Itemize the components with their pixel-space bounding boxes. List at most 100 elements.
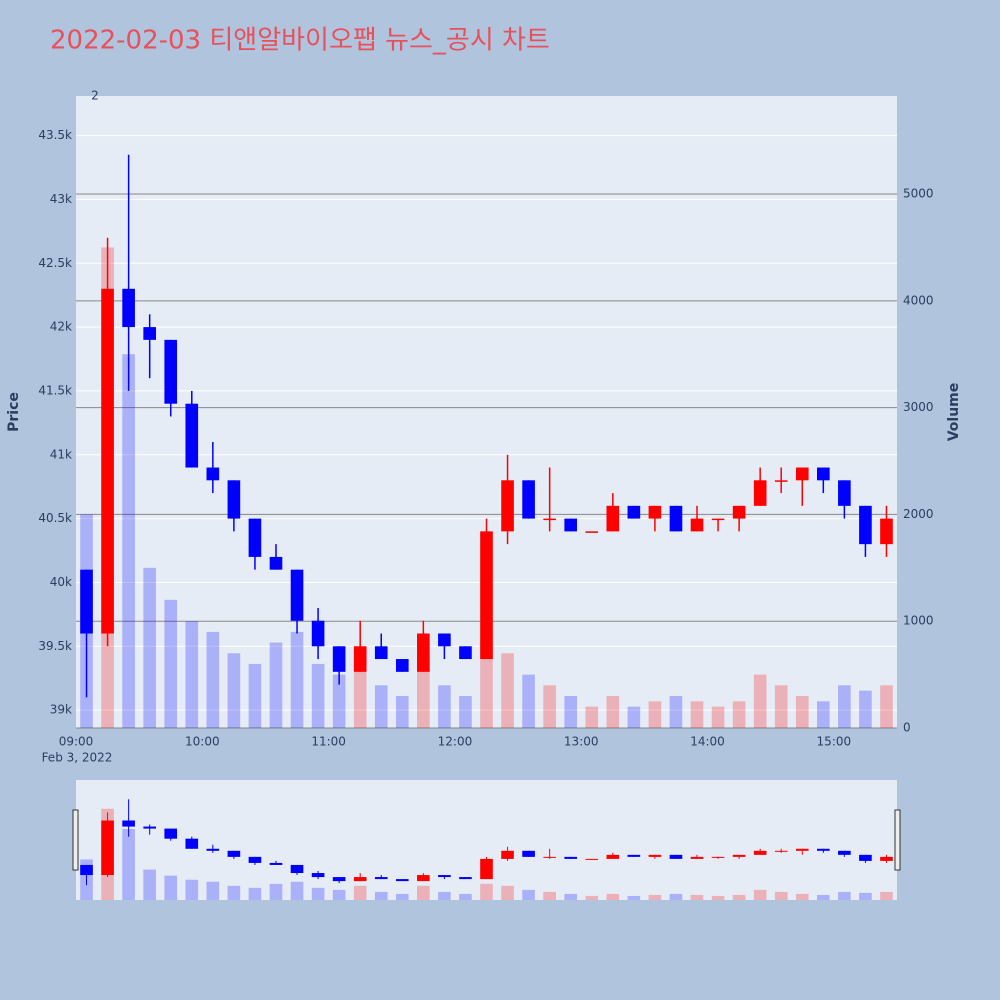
volume-bar (543, 685, 556, 728)
slider-volume-bar (585, 895, 599, 900)
slider-volume-bar (774, 891, 788, 900)
candle-body (206, 467, 220, 481)
slider-volume-bar (564, 893, 578, 900)
candle-body (732, 505, 746, 519)
slider-candle-body (732, 854, 746, 857)
y-tick-label: 42.5k (38, 256, 72, 270)
slider-volume-bar (795, 893, 809, 900)
x-tick-label: 09:00 (59, 735, 94, 749)
slider-volume-bar (143, 869, 156, 900)
slider-candle-body (585, 858, 599, 860)
slider-volume-bar (859, 892, 872, 900)
x-tick-label: 15:00 (817, 735, 852, 749)
slider-candle-body (838, 850, 851, 855)
range-slider[interactable] (76, 780, 897, 900)
slider-volume-bar (753, 889, 767, 900)
candle-body (606, 505, 620, 532)
slider-volume-bar (459, 893, 472, 900)
candle-body (753, 480, 767, 506)
volume-bar (711, 706, 725, 728)
x-tick-label: 11:00 (311, 735, 346, 749)
slider-volume-bar (838, 891, 851, 900)
candle-body (838, 480, 851, 506)
volume-bar (395, 695, 409, 728)
slider-candle-body (627, 854, 641, 857)
y2-tick-label: 1000 (903, 614, 934, 628)
slider-candle-body (859, 854, 872, 861)
y2-tick-label: 4000 (903, 293, 934, 307)
candle-body (164, 339, 178, 404)
slider-candle-body (311, 873, 325, 878)
slider-candle-body (753, 850, 767, 855)
slider-candle-body (185, 838, 199, 849)
slider-candle-body (669, 854, 683, 859)
volume-bar (290, 631, 304, 728)
volume-bar (627, 706, 641, 728)
volume-bar (795, 695, 809, 728)
volume-bar (438, 685, 451, 728)
x-tick-label: 14:00 (690, 735, 725, 749)
slider-volume-bar (606, 893, 620, 900)
candle-body (311, 620, 325, 647)
volume-bar (332, 674, 346, 728)
x-tick-label: 10:00 (185, 735, 220, 749)
volume-bar (374, 685, 388, 728)
slider-volume-bar (543, 891, 556, 900)
y-tick-label: 43.5k (38, 128, 72, 142)
slider-candle-body (80, 864, 93, 876)
candle-body (690, 518, 704, 532)
volume-bar (311, 663, 325, 728)
slider-candle-body (711, 856, 725, 858)
volume-bar (817, 701, 830, 728)
volume-bar (164, 599, 178, 728)
slider-volume-bar (438, 891, 451, 900)
volume-bar (480, 642, 493, 728)
candle-body (417, 633, 430, 672)
candle-body (438, 633, 451, 647)
y-tick-label: 39k (50, 703, 72, 717)
slider-candle-body (353, 877, 367, 882)
y-tick-label: 40k (50, 575, 72, 589)
slider-candle-body (459, 877, 472, 880)
y-tick-label: 39.5k (38, 639, 72, 653)
volume-bar (459, 695, 472, 728)
slider-volume-bar (164, 875, 178, 900)
slider-volume-bar (248, 887, 262, 900)
slider-volume-bar (417, 885, 430, 900)
slider-handle[interactable] (72, 809, 79, 871)
volume-bar (564, 695, 578, 728)
slider-candle-body (290, 864, 304, 874)
slider-candle-body (880, 856, 893, 861)
y2-axis-title: Volume (946, 383, 962, 442)
volume-bar (206, 631, 220, 728)
slider-candle-body (501, 850, 514, 859)
candle-body (122, 288, 135, 328)
volume-bar (753, 674, 767, 728)
candle-body (711, 518, 725, 521)
slider-candle-body (395, 879, 409, 882)
slider-candle-body (817, 848, 830, 851)
y-tick-label: 40.5k (38, 511, 72, 525)
slider-handle[interactable] (894, 809, 901, 871)
slider-candle-body (227, 850, 241, 857)
volume-bar (522, 674, 535, 728)
volume-bar (648, 701, 662, 728)
candle-body (627, 505, 641, 519)
volume-bar (417, 653, 430, 728)
candle-body (332, 646, 346, 672)
slider-candle-body (543, 856, 556, 858)
candle-body (185, 403, 199, 468)
slider-candle-body (606, 854, 620, 859)
x-tick-label: 12:00 (438, 735, 473, 749)
slider-candle-body (438, 875, 451, 878)
volume-bar (501, 653, 514, 728)
volume-bar (227, 653, 241, 728)
slider-candle-body (122, 820, 135, 827)
slider-volume-bar (269, 883, 283, 900)
y-tick-label: 42k (50, 320, 72, 334)
slider-volume-bar (206, 881, 220, 900)
candle-body (774, 480, 788, 482)
candle-body (459, 646, 472, 660)
volume-bar (606, 695, 620, 728)
